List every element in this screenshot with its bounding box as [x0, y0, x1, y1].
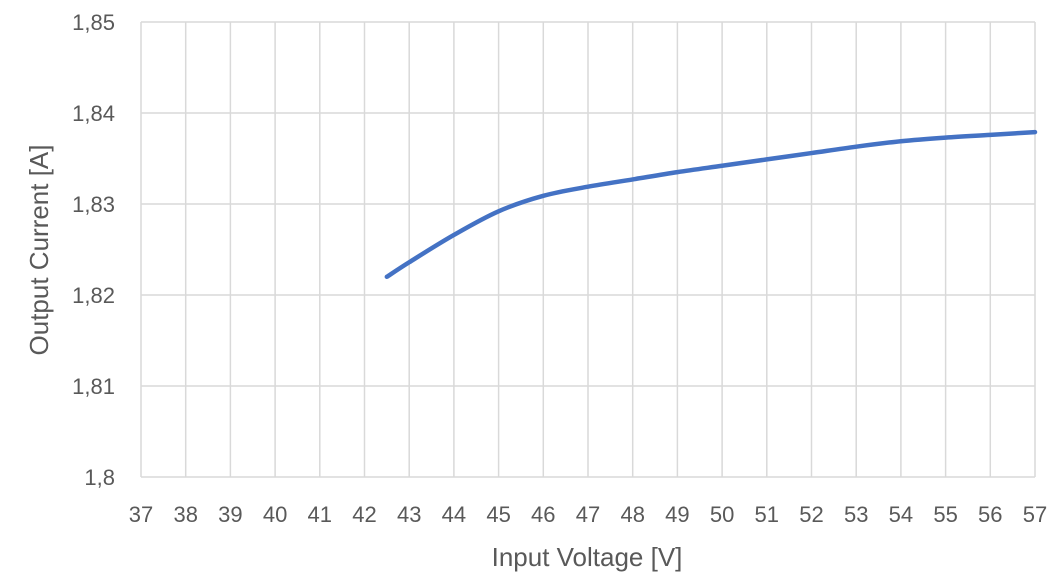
x-tick-label: 40 [263, 502, 287, 527]
x-tick-label: 56 [978, 502, 1002, 527]
x-tick-label: 43 [397, 502, 421, 527]
y-tick-label: 1,82 [72, 283, 115, 308]
y-axis-title: Output Current [A] [24, 145, 54, 356]
x-tick-label: 49 [665, 502, 689, 527]
x-tick-label: 44 [442, 502, 466, 527]
y-tick-label: 1,8 [84, 465, 115, 490]
x-tick-label: 37 [129, 502, 153, 527]
x-tick-label: 53 [844, 502, 868, 527]
grid [140, 21, 1036, 478]
x-tick-label: 51 [755, 502, 779, 527]
x-tick-label: 52 [799, 502, 823, 527]
x-tick-label: 46 [531, 502, 555, 527]
y-axis-ticks: 1,8 1,81 1,82 1,83 1,84 1,85 [72, 10, 115, 490]
x-tick-label: 45 [486, 502, 510, 527]
x-tick-label: 57 [1023, 502, 1047, 527]
y-tick-label: 1,84 [72, 101, 115, 126]
x-tick-label: 50 [710, 502, 734, 527]
x-axis-title: Input Voltage [V] [492, 542, 683, 572]
x-tick-label: 42 [352, 502, 376, 527]
x-tick-label: 48 [620, 502, 644, 527]
x-tick-label: 47 [576, 502, 600, 527]
y-tick-label: 1,85 [72, 10, 115, 35]
x-tick-label: 38 [173, 502, 197, 527]
x-tick-label: 54 [889, 502, 913, 527]
series-layer [384, 129, 1038, 280]
y-tick-label: 1,83 [72, 192, 115, 217]
x-tick-label: 39 [218, 502, 242, 527]
x-axis-ticks: 37 38 39 40 41 42 43 44 45 46 47 48 49 50 51 52 53 54 55 56… [129, 502, 1047, 527]
y-tick-label: 1,81 [72, 374, 115, 399]
series-line-0 [384, 129, 1038, 280]
x-tick-label: 55 [933, 502, 957, 527]
x-tick-label: 41 [308, 502, 332, 527]
